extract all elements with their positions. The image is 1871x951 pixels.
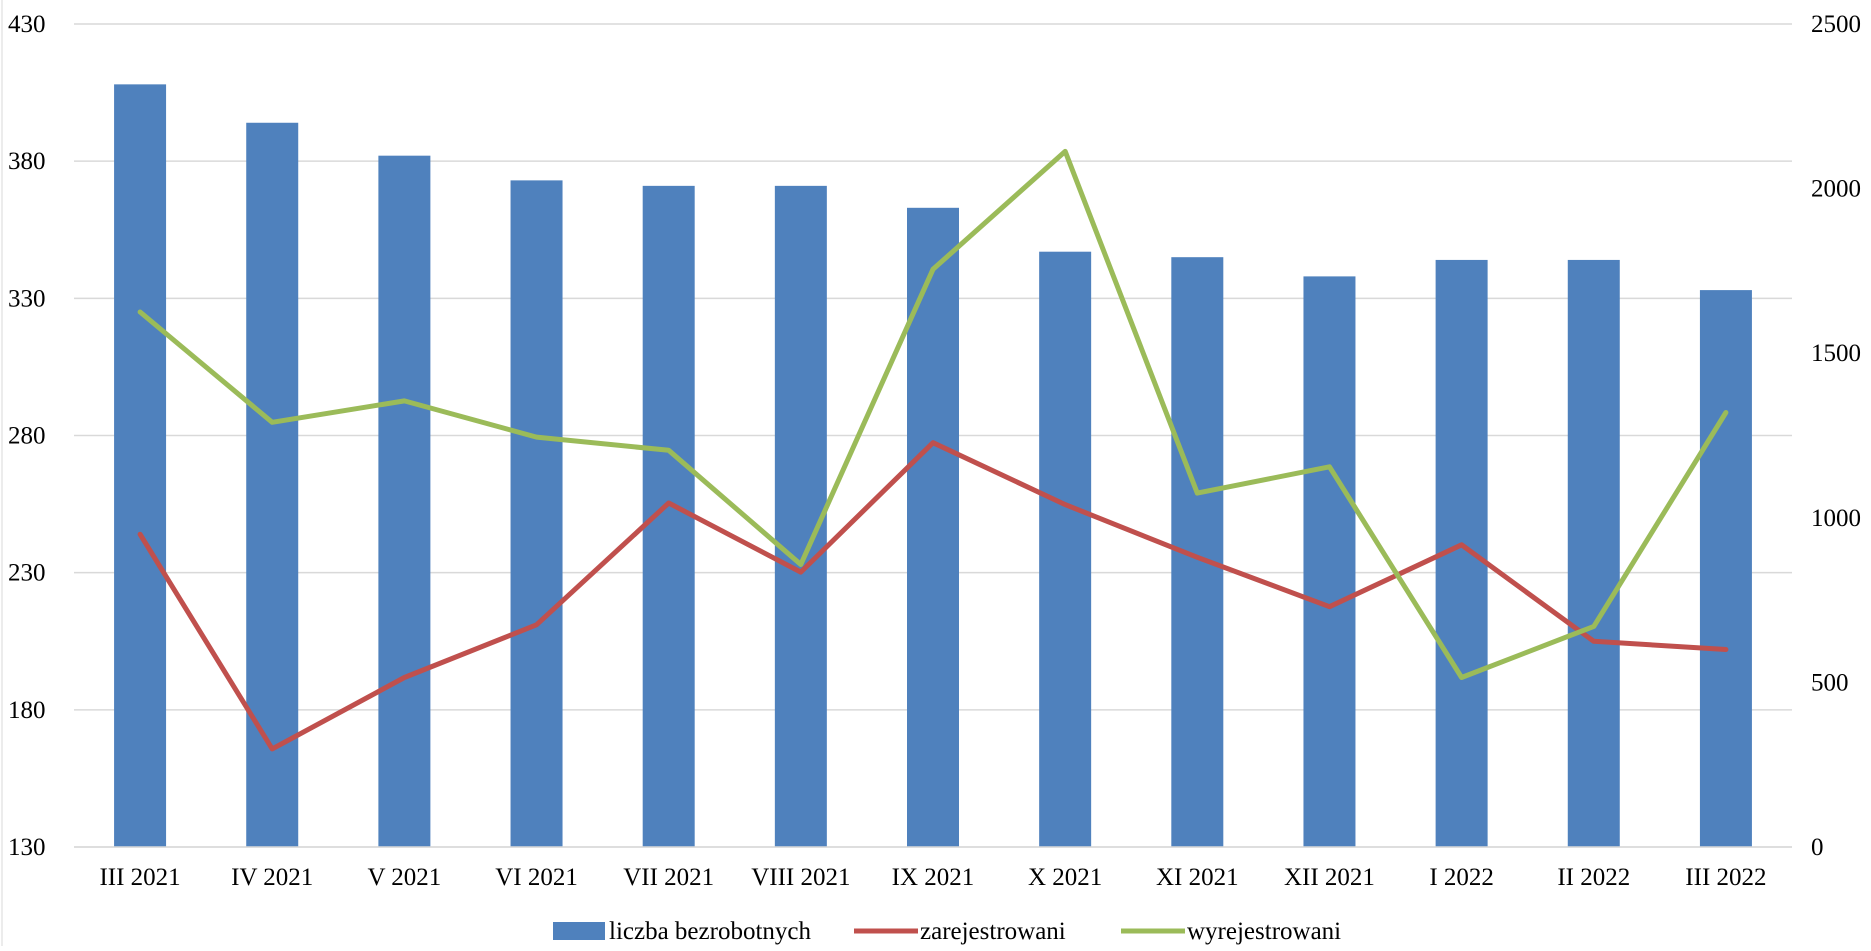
x-tick-label: VIII 2021 bbox=[751, 864, 850, 891]
bar-series bbox=[114, 84, 1752, 847]
bar bbox=[907, 208, 959, 847]
x-tick-label: VI 2021 bbox=[495, 864, 578, 891]
x-tick-label: IX 2021 bbox=[892, 864, 975, 891]
x-tick-label: II 2022 bbox=[1557, 864, 1630, 891]
x-tick-label: XI 2021 bbox=[1156, 864, 1239, 891]
left-tick-label: 130 bbox=[8, 834, 46, 861]
bar bbox=[1039, 252, 1091, 847]
x-tick-label: VII 2021 bbox=[623, 864, 714, 891]
left-axis: 130 180 230 280 330 380 430 bbox=[2, 0, 46, 946]
left-tick-label: 180 bbox=[8, 697, 46, 724]
bar bbox=[1568, 260, 1620, 847]
bar bbox=[1700, 290, 1752, 847]
x-axis: III 2021 IV 2021 V 2021 VI 2021 VII 2021 VIII… bbox=[74, 847, 1792, 891]
bar bbox=[378, 156, 430, 847]
right-tick-label: 2500 bbox=[1811, 11, 1861, 38]
x-tick-label: XII 2021 bbox=[1284, 864, 1375, 891]
x-tick-label: I 2022 bbox=[1429, 864, 1494, 891]
legend-swatch bbox=[553, 922, 605, 940]
x-tick-label: V 2021 bbox=[367, 864, 441, 891]
right-tick-label: 2000 bbox=[1811, 176, 1861, 203]
legend-label: zarejestrowani bbox=[920, 918, 1066, 945]
bar bbox=[1303, 276, 1355, 847]
right-tick-label: 1500 bbox=[1811, 340, 1861, 367]
legend-label: wyrejestrowani bbox=[1187, 918, 1341, 945]
left-tick-label: 230 bbox=[8, 560, 46, 587]
legend-label: liczba bezrobotnych bbox=[609, 918, 811, 945]
right-axis: 0 500 1000 1500 2000 2500 bbox=[1811, 11, 1861, 861]
left-tick-label: 430 bbox=[8, 11, 46, 38]
left-tick-label: 380 bbox=[8, 148, 46, 175]
x-tick-label: III 2022 bbox=[1685, 864, 1766, 891]
right-tick-label: 1000 bbox=[1811, 505, 1861, 532]
right-tick-label: 500 bbox=[1811, 669, 1849, 696]
x-tick-label: III 2021 bbox=[99, 864, 180, 891]
bar bbox=[775, 186, 827, 847]
x-tick-label: IV 2021 bbox=[231, 864, 313, 891]
legend: liczba bezrobotnych zarejestrowani wyrejes… bbox=[553, 918, 1341, 945]
x-tick-label: X 2021 bbox=[1028, 864, 1102, 891]
left-tick-label: 280 bbox=[8, 423, 46, 450]
right-tick-label: 0 bbox=[1811, 834, 1824, 861]
left-tick-label: 330 bbox=[8, 285, 46, 312]
bar bbox=[114, 84, 166, 847]
bar bbox=[511, 180, 563, 847]
